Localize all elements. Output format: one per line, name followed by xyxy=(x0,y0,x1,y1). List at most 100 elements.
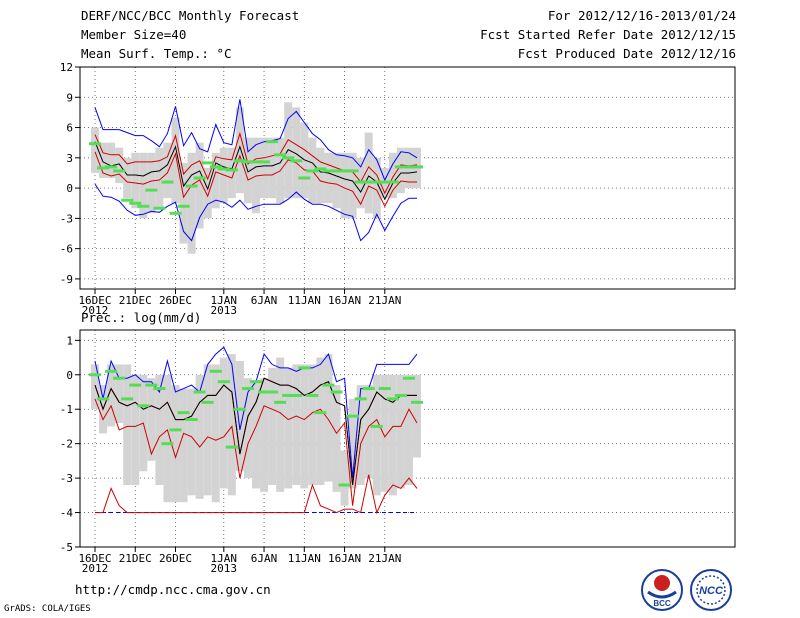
prec-observed-marker xyxy=(266,390,279,394)
grads-credit: GrADS: COLA/IGES xyxy=(4,604,91,614)
temp-x-tick-label: 6JAN xyxy=(251,294,278,307)
prec-y-tick-label: 0 xyxy=(66,369,73,382)
prec-x-tick-label: 1JAN xyxy=(211,552,238,565)
prec-box xyxy=(324,354,333,482)
temp-y-tick-label: -6 xyxy=(60,243,73,256)
prec-x-tick-year: 2013 xyxy=(211,562,238,575)
temp-observed-marker xyxy=(145,188,158,192)
temp-observed-marker xyxy=(266,140,279,144)
temp-observed-marker xyxy=(411,165,423,169)
temp-box xyxy=(372,157,381,219)
prec-y-tick-label: 1 xyxy=(66,334,73,347)
prec-observed-marker xyxy=(209,369,222,373)
temp-box xyxy=(123,157,132,199)
prec-box xyxy=(235,361,244,472)
prec-observed-marker xyxy=(137,404,150,408)
temp-observed-marker xyxy=(330,169,343,173)
prec-panel-title: Prec.: log(mm/d) xyxy=(81,310,201,325)
prec-observed-marker xyxy=(233,407,246,411)
prec-y-tick-label: -1 xyxy=(60,403,73,416)
temp-observed-marker xyxy=(129,201,142,205)
prec-observed-marker xyxy=(411,400,423,404)
prec-observed-marker xyxy=(386,397,399,401)
temp-upper-quartile-line xyxy=(94,131,418,195)
prec-box xyxy=(364,385,373,479)
prec-observed-marker xyxy=(362,387,375,391)
temp-box xyxy=(163,142,172,199)
temp-box xyxy=(235,107,244,194)
prec-observed-marker xyxy=(185,418,198,422)
prec-observed-marker xyxy=(121,397,134,401)
temp-observed-marker xyxy=(113,169,126,173)
temp-box xyxy=(316,147,325,204)
temp-box xyxy=(179,162,188,244)
temp-y-tick-label: 12 xyxy=(60,61,73,74)
temp-box xyxy=(107,142,116,178)
temp-observed-marker xyxy=(290,159,303,163)
prec-observed-marker xyxy=(290,393,303,397)
prec-observed-marker xyxy=(241,387,254,391)
prec-observed-marker xyxy=(97,397,110,401)
temp-observed-marker xyxy=(177,204,190,208)
prec-box xyxy=(171,385,180,503)
bcc-logo-icon: BCC xyxy=(641,569,683,611)
prec-observed-marker xyxy=(354,397,367,401)
prec-observed-marker xyxy=(394,393,407,397)
temp-envelope-max-line xyxy=(94,99,418,182)
forecast-title: DERF/NCC/BCC Monthly Forecast xyxy=(81,8,300,23)
temp-box xyxy=(260,137,269,199)
prec-observed-marker xyxy=(378,387,391,391)
prec-box xyxy=(260,378,269,492)
bcc-logo-text: BCC xyxy=(653,599,671,608)
prec-observed-marker xyxy=(129,383,142,387)
temp-box xyxy=(171,117,180,204)
temp-plot-frame xyxy=(79,66,736,290)
temp-observed-marker xyxy=(209,165,222,169)
prec-plot-frame xyxy=(79,329,736,548)
started-date: Fcst Started Refer Date 2012/12/15 xyxy=(480,27,736,42)
prec-box xyxy=(356,385,365,485)
prec-box xyxy=(179,388,188,503)
temp-envelope-min-line xyxy=(94,183,417,242)
temp-observed-marker xyxy=(346,169,359,173)
temp-observed-marker xyxy=(105,165,118,169)
temp-box xyxy=(340,152,349,219)
temp-observed-marker xyxy=(306,169,319,173)
prec-observed-marker xyxy=(217,380,230,384)
prec-box xyxy=(203,364,212,496)
prec-observed-marker xyxy=(338,483,351,487)
temp-observed-marker xyxy=(225,168,238,172)
temp-observed-marker xyxy=(89,142,101,146)
prec-box xyxy=(123,364,132,485)
temp-x-tick-label: 21JAN xyxy=(368,294,401,307)
temp-observed-marker xyxy=(153,206,166,210)
prec-x-tick-label: 16DEC xyxy=(78,552,111,565)
prec-box xyxy=(107,364,116,427)
prec-observed-marker xyxy=(193,390,206,394)
temp-x-tick-label: 26DEC xyxy=(159,294,192,307)
temp-box xyxy=(99,142,108,178)
prec-minimum-line xyxy=(95,474,418,515)
temp-lower-quartile-line xyxy=(94,151,417,208)
temp-box xyxy=(252,137,260,214)
prec-observed-marker xyxy=(201,400,214,404)
temp-observed-marker xyxy=(137,204,150,208)
temp-box xyxy=(203,167,212,219)
prec-y-tick-label: -4 xyxy=(60,507,74,520)
temp-observed-marker xyxy=(354,180,367,184)
prec-observed-marker xyxy=(322,383,335,387)
prec-observed-marker xyxy=(225,445,238,449)
source-url[interactable]: http://cmdp.ncc.cma.gov.cn xyxy=(75,582,271,597)
temp-observed-marker xyxy=(233,159,246,163)
prec-box xyxy=(187,388,196,496)
temp-observed-marker xyxy=(121,198,134,202)
temp-observed-marker xyxy=(193,176,206,180)
temp-observed-marker xyxy=(378,180,391,184)
ncc-logo-text: NCC xyxy=(699,585,724,597)
forecast-period: For 2012/12/16-2013/01/24 xyxy=(547,8,736,23)
prec-observed-marker xyxy=(282,393,295,397)
prec-box xyxy=(276,357,285,492)
prec-box xyxy=(388,374,397,496)
prec-observed-marker xyxy=(258,390,271,394)
